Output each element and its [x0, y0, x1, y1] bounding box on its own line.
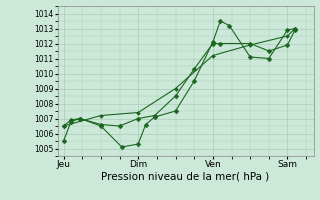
X-axis label: Pression niveau de la mer( hPa ): Pression niveau de la mer( hPa )	[101, 172, 270, 182]
